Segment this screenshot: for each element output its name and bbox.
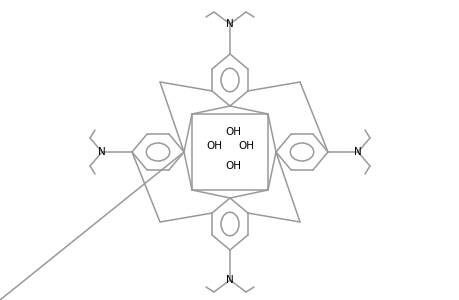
Text: OH: OH	[237, 141, 253, 151]
Text: OH: OH	[224, 161, 241, 171]
Text: N: N	[226, 19, 233, 29]
Text: N: N	[226, 275, 233, 285]
Text: N: N	[353, 147, 361, 157]
Text: OH: OH	[224, 127, 241, 137]
Text: OH: OH	[206, 141, 222, 151]
Text: N: N	[98, 147, 106, 157]
